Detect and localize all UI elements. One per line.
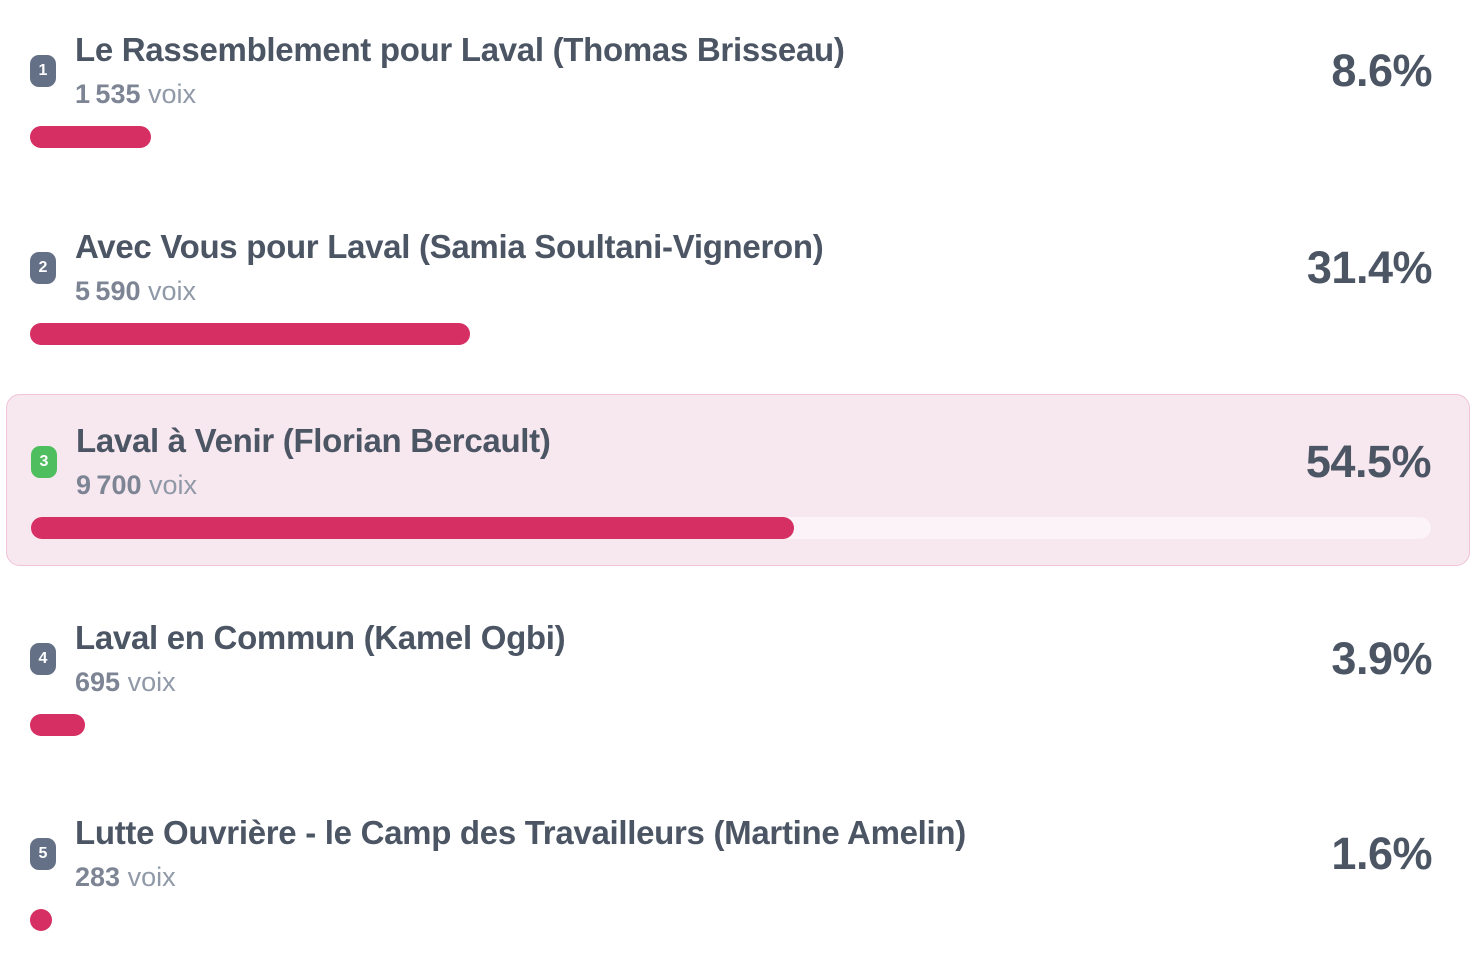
- progress-bar: [30, 126, 151, 148]
- row-header: 2 Avec Vous pour Laval (Samia Soultani-V…: [30, 228, 1433, 305]
- rank-badge: 5: [30, 837, 56, 870]
- votes-line: 695 voix: [75, 669, 565, 696]
- row-text: Le Rassemblement pour Laval (Thomas Bris…: [75, 33, 845, 108]
- percentage-value: 1.6%: [1331, 828, 1432, 879]
- result-row-1: 1 Le Rassemblement pour Laval (Thomas Br…: [0, 33, 1476, 148]
- row-identity: 2 Avec Vous pour Laval (Samia Soultani-V…: [30, 228, 824, 305]
- progress-bar: [30, 714, 85, 736]
- result-row-5: 5 Lutte Ouvrière - le Camp des Travaille…: [0, 816, 1476, 931]
- result-row-3-winner: 3 Laval à Venir (Florian Bercault) 9 700…: [6, 394, 1470, 566]
- progress-bar: [30, 909, 53, 931]
- votes-count: 1 535: [75, 79, 141, 109]
- votes-count: 695: [75, 667, 121, 697]
- votes-line: 1 535 voix: [75, 81, 845, 108]
- row-text: Laval à Venir (Florian Bercault) 9 700 v…: [76, 424, 551, 499]
- rank-badge: 4: [30, 642, 56, 675]
- row-header: 3 Laval à Venir (Florian Bercault) 9 700…: [31, 424, 1432, 499]
- progress-bar: [30, 323, 471, 345]
- list-title: Lutte Ouvrière - le Camp des Travailleur…: [75, 814, 966, 851]
- votes-line: 5 590 voix: [75, 278, 823, 305]
- votes-unit: voix: [148, 276, 197, 306]
- list-title: Laval en Commun (Kamel Ogbi): [75, 619, 566, 656]
- progress-track: [31, 517, 1431, 539]
- percentage-value: 31.4%: [1306, 242, 1433, 293]
- progress-track: [30, 909, 1432, 931]
- row-header: 5 Lutte Ouvrière - le Camp des Travaille…: [30, 816, 1432, 891]
- list-title: Avec Vous pour Laval (Samia Soultani-Vig…: [75, 228, 824, 265]
- votes-line: 9 700 voix: [76, 472, 551, 499]
- votes-unit: voix: [148, 79, 197, 109]
- votes-unit: voix: [149, 470, 198, 500]
- row-text: Laval en Commun (Kamel Ogbi) 695 voix: [75, 619, 566, 696]
- progress-track: [30, 126, 1432, 148]
- result-row-2: 2 Avec Vous pour Laval (Samia Soultani-V…: [0, 230, 1476, 345]
- list-title: Le Rassemblement pour Laval (Thomas Bris…: [75, 31, 845, 68]
- row-text: Lutte Ouvrière - le Camp des Travailleur…: [75, 816, 966, 891]
- row-identity: 5 Lutte Ouvrière - le Camp des Travaille…: [30, 816, 966, 891]
- percentage-value: 3.9%: [1331, 633, 1432, 684]
- percentage-value: 8.6%: [1331, 45, 1432, 96]
- election-results-list: 1 Le Rassemblement pour Laval (Thomas Br…: [0, 33, 1476, 931]
- votes-unit: voix: [127, 667, 176, 697]
- votes-count: 5 590: [75, 276, 141, 306]
- progress-bar: [31, 517, 794, 539]
- row-identity: 3 Laval à Venir (Florian Bercault) 9 700…: [31, 424, 551, 499]
- result-row-4: 4 Laval en Commun (Kamel Ogbi) 695 voix …: [0, 621, 1476, 736]
- row-header: 1 Le Rassemblement pour Laval (Thomas Br…: [30, 33, 1432, 108]
- row-identity: 1 Le Rassemblement pour Laval (Thomas Br…: [30, 33, 845, 108]
- votes-unit: voix: [127, 862, 176, 892]
- progress-track: [30, 714, 1432, 736]
- row-text: Avec Vous pour Laval (Samia Soultani-Vig…: [75, 228, 824, 305]
- rank-badge-winner: 3: [31, 445, 57, 478]
- votes-count: 283: [75, 862, 121, 892]
- progress-track: [30, 323, 1432, 345]
- votes-count: 9 700: [76, 470, 142, 500]
- row-identity: 4 Laval en Commun (Kamel Ogbi) 695 voix: [30, 619, 566, 696]
- rank-badge: 1: [30, 54, 56, 87]
- row-header: 4 Laval en Commun (Kamel Ogbi) 695 voix …: [30, 621, 1432, 696]
- list-title: Laval à Venir (Florian Bercault): [76, 422, 551, 459]
- votes-line: 283 voix: [75, 864, 966, 891]
- percentage-value: 54.5%: [1305, 436, 1432, 487]
- rank-badge: 2: [30, 251, 56, 284]
